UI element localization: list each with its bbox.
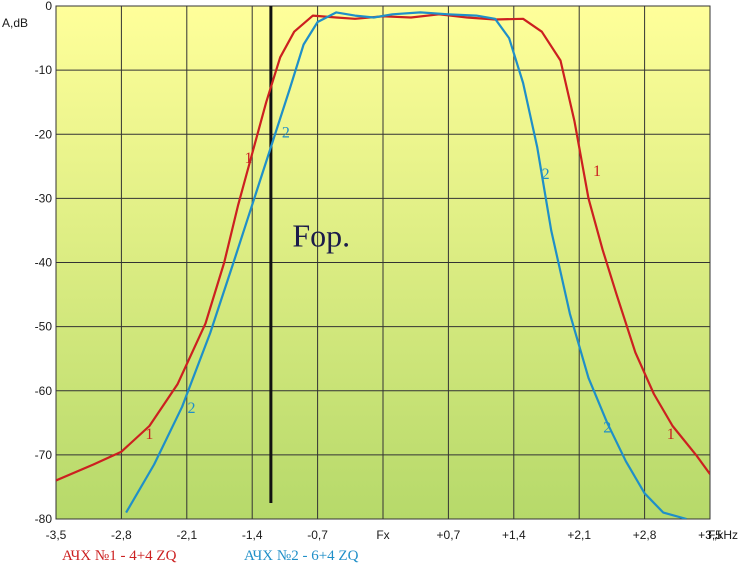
y-tick-label: -50 [35,320,53,334]
tick-labels: -3,5 -2,8 -2,1 -1,4 -0,7 Fx +0,7 +1,4 +2,1 +2,8 +3… [35,0,723,542]
y-tick-label: 0 [45,0,52,13]
curve-label-1: 1 [244,150,252,167]
series-line-2 [125,11,687,519]
y-tick-label: -60 [35,384,53,398]
x-tick-label: +2,8 [633,528,657,542]
curve-label-2: 2 [187,400,195,417]
x-tick-label: -0,7 [307,528,328,542]
curve-label-1: 1 [667,426,675,443]
annotations: Fop. [292,217,350,253]
x-tick-label: +2,1 [567,528,591,542]
curve-label-2: 2 [282,124,290,141]
y-tick-label: -70 [35,448,53,462]
curve-label-2: 2 [603,419,611,436]
legend-series-1: АЧХ №1 - 4+4 ZQ [62,548,177,564]
y-tick-label: -40 [35,256,53,270]
y-tick-label: -20 [35,127,53,141]
curve-label-1: 1 [593,163,601,180]
legend: АЧХ №1 - 4+4 ZQ АЧХ №2 - 6+4 ZQ [62,548,359,564]
plot-border [55,5,711,520]
x-tick-label: -1,4 [242,528,263,542]
x-tick-label: -2,1 [176,528,197,542]
y-tick-label: -10 [35,63,53,77]
grid-lines [55,5,711,520]
y-tick-label: -80 [35,512,53,526]
y-axis-title: A,dB [2,16,28,30]
x-tick-label: +3,5 [698,528,722,542]
annotation-fop: Fop. [292,217,350,253]
x-tick-label: Fx [376,528,389,542]
curve-label-1: 1 [145,426,153,443]
x-axis-title: F,kHz [708,528,738,542]
legend-series-2: АЧХ №2 - 6+4 ZQ [244,548,359,564]
series-lines [56,11,710,519]
x-tick-label: -3,5 [46,528,67,542]
curve-label-2: 2 [542,166,550,183]
series-line-1 [56,13,710,482]
x-tick-label: +1,4 [502,528,526,542]
axis-titles: A,dB F,kHz [2,16,738,542]
x-tick-label: +0,7 [437,528,461,542]
curve-labels: 1 1 1 1 2 2 2 2 [145,124,674,442]
y-tick-label: -30 [35,191,53,205]
x-tick-label: -2,8 [111,528,132,542]
